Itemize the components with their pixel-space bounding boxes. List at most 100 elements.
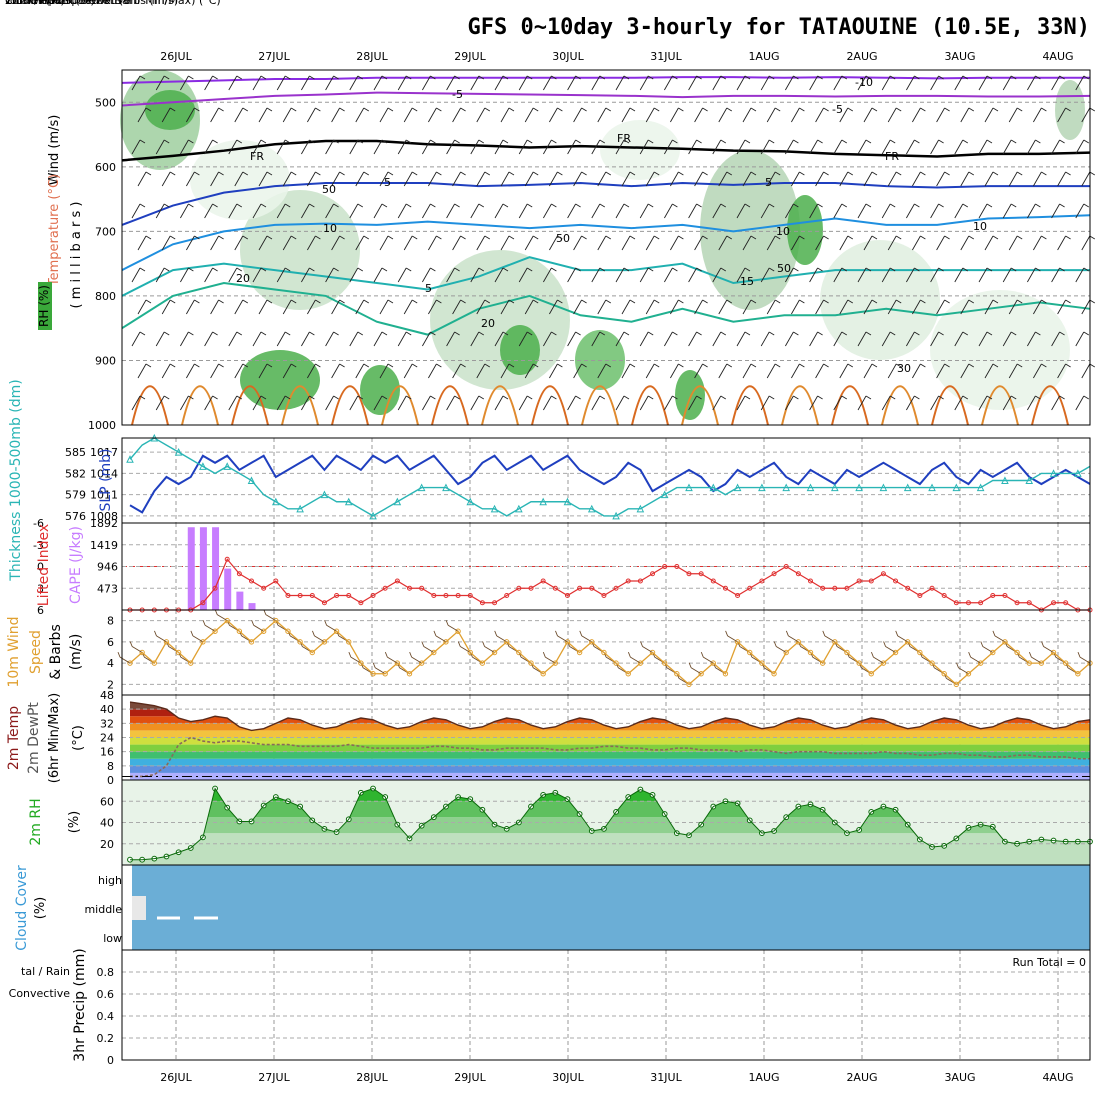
wind-barb-10m [384, 651, 398, 664]
wind-barb [1033, 299, 1047, 315]
wind-barb [694, 107, 708, 123]
wind-barb [470, 395, 485, 411]
date-label-top: 3AUG [944, 50, 975, 63]
wind-barb [863, 299, 878, 315]
wind-marker [625, 671, 631, 677]
lifted-marker [783, 564, 789, 569]
lifted-marker [200, 600, 206, 606]
wind-barb [543, 267, 557, 283]
rh-shading-patch [787, 195, 823, 265]
wind-barb [1002, 267, 1017, 283]
contour-label: 50 [777, 262, 791, 275]
wind-marker [455, 628, 461, 634]
wind-barb [664, 331, 678, 347]
wind-barb [857, 267, 872, 283]
wind-barb [446, 331, 460, 347]
surface-isotherm-bump [581, 385, 619, 426]
lifted-marker [613, 585, 619, 591]
precip-tick-label: 0.8 [97, 966, 115, 979]
lifted-marker [929, 585, 935, 591]
wind-barb [494, 139, 509, 155]
wind-barb [857, 331, 872, 347]
wind-barb [573, 299, 587, 315]
wind-barb [857, 395, 872, 411]
wind-barb [137, 363, 152, 379]
temp-tick-label: 16 [100, 746, 114, 759]
wind-barb [664, 203, 678, 219]
wind-barb [809, 395, 823, 411]
wind-barb-10m [555, 630, 568, 643]
wind-barb [912, 235, 926, 251]
wind-barb [543, 203, 557, 219]
wind-barb [1075, 203, 1090, 219]
ylabel-slp: SLP (mb) [98, 448, 114, 511]
isotherm-line [121, 281, 1091, 336]
ylabel-precip-conv: Convective [9, 987, 71, 1000]
wind-barb [307, 299, 321, 315]
wind-marker [965, 671, 972, 677]
rh-shading-patch [240, 350, 320, 410]
temp-band [130, 737, 1090, 745]
wind-barb [452, 107, 466, 123]
wind-barb [1057, 235, 1071, 251]
thickness-marker [758, 483, 766, 492]
ylabel-wind-c: & Barbs [48, 624, 64, 680]
wind-barb [615, 395, 630, 411]
wind-barb-10m [895, 630, 908, 643]
precip-tick-label: 0.6 [97, 988, 115, 1001]
thickness-marker [272, 497, 280, 506]
lifted-marker [564, 593, 570, 598]
wind-barb [567, 267, 581, 283]
wind-barb [379, 171, 394, 187]
wind-barb [204, 75, 218, 91]
surface-isotherm-bump [781, 385, 819, 426]
wind-barb [664, 267, 678, 283]
wind-barb [180, 139, 194, 155]
wind-barb [912, 299, 926, 315]
wind-barb [736, 75, 751, 91]
ylabel-wind: Wind (m/s) [47, 115, 62, 186]
wind-barb [1081, 299, 1096, 315]
wind-barb [349, 75, 364, 91]
thickness-marker [466, 497, 475, 506]
wind-barb [476, 299, 491, 315]
wind-barb [355, 363, 370, 379]
wind-barb [664, 75, 678, 91]
thickness-marker [928, 483, 936, 492]
cloud-level-label: middle [84, 903, 122, 916]
date-label-bottom: 31JUL [650, 1071, 682, 1084]
wind-barb [1033, 363, 1047, 379]
wind-barb [760, 75, 775, 91]
lifted-marker [321, 600, 327, 606]
wind-barb-10m [700, 651, 714, 664]
wind-marker [734, 639, 741, 645]
lifted-line [130, 558, 1090, 611]
wind-barb [712, 203, 727, 219]
wind-barb [379, 107, 394, 123]
surface-isotherm-bump [631, 385, 669, 426]
contour-label: 20 [236, 272, 250, 285]
wind-barb [839, 107, 854, 123]
wind-barb [234, 363, 249, 379]
ylabel-temperature: Temperature (°C) [47, 174, 62, 287]
wind-marker [1062, 660, 1069, 666]
wind-barb [688, 395, 702, 411]
wind-barb [863, 107, 878, 123]
wind-barb [549, 235, 563, 251]
wind-marker [892, 649, 899, 656]
wind-speed-line [129, 619, 1091, 686]
wind-barb-10m [409, 651, 422, 664]
wind-barb [791, 299, 805, 315]
wind-barb [397, 139, 412, 155]
wind-barb [446, 267, 460, 283]
wind-barb [379, 299, 394, 315]
wind-barb-10m [627, 651, 641, 664]
wind-barb [712, 267, 727, 283]
thickness-marker [831, 483, 839, 492]
wind-barb [331, 171, 345, 187]
wind-barb [403, 107, 418, 123]
thickness-marker [247, 476, 256, 484]
date-label-bottom: 4AUG [1042, 1071, 1073, 1084]
panel-upper-air-frame [121, 69, 1091, 426]
